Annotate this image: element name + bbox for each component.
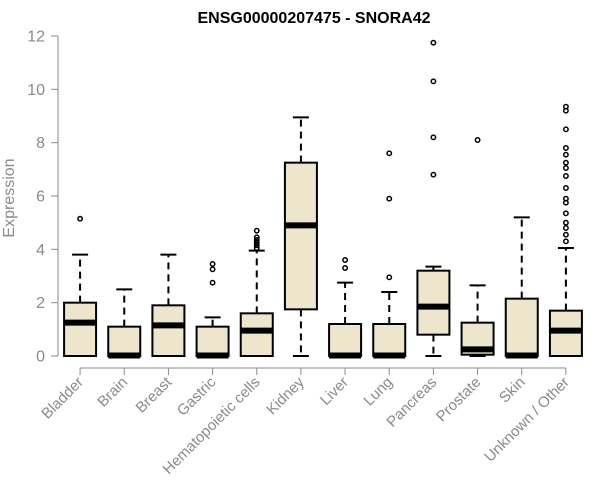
box-body [195,325,230,357]
box-brain [107,288,142,359]
outlier-point [562,151,569,158]
x-tick-label: Skin [496,374,529,407]
x-tick-label: Liver [317,374,352,409]
outlier-point [386,195,393,202]
chart-title: ENSG00000207475 - SNORA42 [197,10,430,27]
outlier-point [562,173,569,179]
outlier-point [342,265,349,271]
x-tick-label: Kidney [263,373,308,418]
y-tick-label: 0 [36,349,45,366]
box-pancreas [416,39,451,357]
y-tick-label: 2 [36,295,45,312]
box-breast [151,253,186,358]
outlier-point [562,225,569,231]
outlier-point [474,137,481,143]
outlier-point [430,39,437,46]
outlier-point [209,279,216,286]
outlier-point [430,134,437,141]
box-group [63,39,583,359]
outlier-point [562,185,569,191]
outlier-point [562,165,569,171]
box-kidney [283,116,318,357]
box-skin [504,216,539,359]
y-tick-label: 10 [27,82,45,99]
y-axis: 0 2 4 6 8 10 12 [27,29,59,366]
box-body [416,269,451,336]
outlier-point [562,159,569,166]
box-lung [372,150,407,359]
outlier-point [342,257,349,263]
outlier-point [209,261,216,267]
box-body [283,161,318,311]
box-body [372,323,407,357]
outlier-point [253,242,260,249]
box-unknown-other [548,103,583,357]
outlier-point [430,171,437,178]
x-tick-label: Bladder [38,374,87,423]
box-liver [328,257,363,359]
x-tick-label: Brain [94,374,131,411]
box-body [63,301,98,357]
x-tick-label: Breast [133,373,176,416]
outlier-point [430,78,437,85]
outlier-point [562,219,569,226]
box-hematopoietic-cells [239,227,274,358]
outlier-point [562,195,569,202]
outlier-point [562,238,569,245]
box-body [239,312,274,358]
outlier-point [386,150,393,157]
outlier-point [562,126,569,133]
y-axis-label: Expression [1,158,18,237]
y-tick-label: 12 [27,29,45,46]
outlier-point [386,274,393,281]
outlier-point [253,239,260,246]
box-body [151,304,186,358]
box-bladder [63,215,98,357]
box-body [328,323,363,357]
outlier-point [562,231,569,238]
box-body [504,297,539,357]
y-tick-label: 8 [36,135,45,152]
box-prostate [460,137,495,357]
x-tick-label: Lung [360,374,396,410]
box-body [107,325,142,357]
x-tick-label: Unknown / Other [481,374,573,466]
outlier-point [209,266,216,273]
outlier-point [562,210,569,217]
y-tick-label: 6 [36,189,45,206]
box-gastric [195,261,230,359]
outlier-point [253,237,260,243]
outlier-point [253,227,260,234]
outlier-point [77,215,84,222]
outlier-point [562,145,569,151]
outlier-point [253,245,260,251]
outlier-point [562,103,569,110]
y-tick-label: 4 [36,242,45,259]
outlier-point [253,234,260,241]
x-tick-label: Prostate [433,374,485,426]
